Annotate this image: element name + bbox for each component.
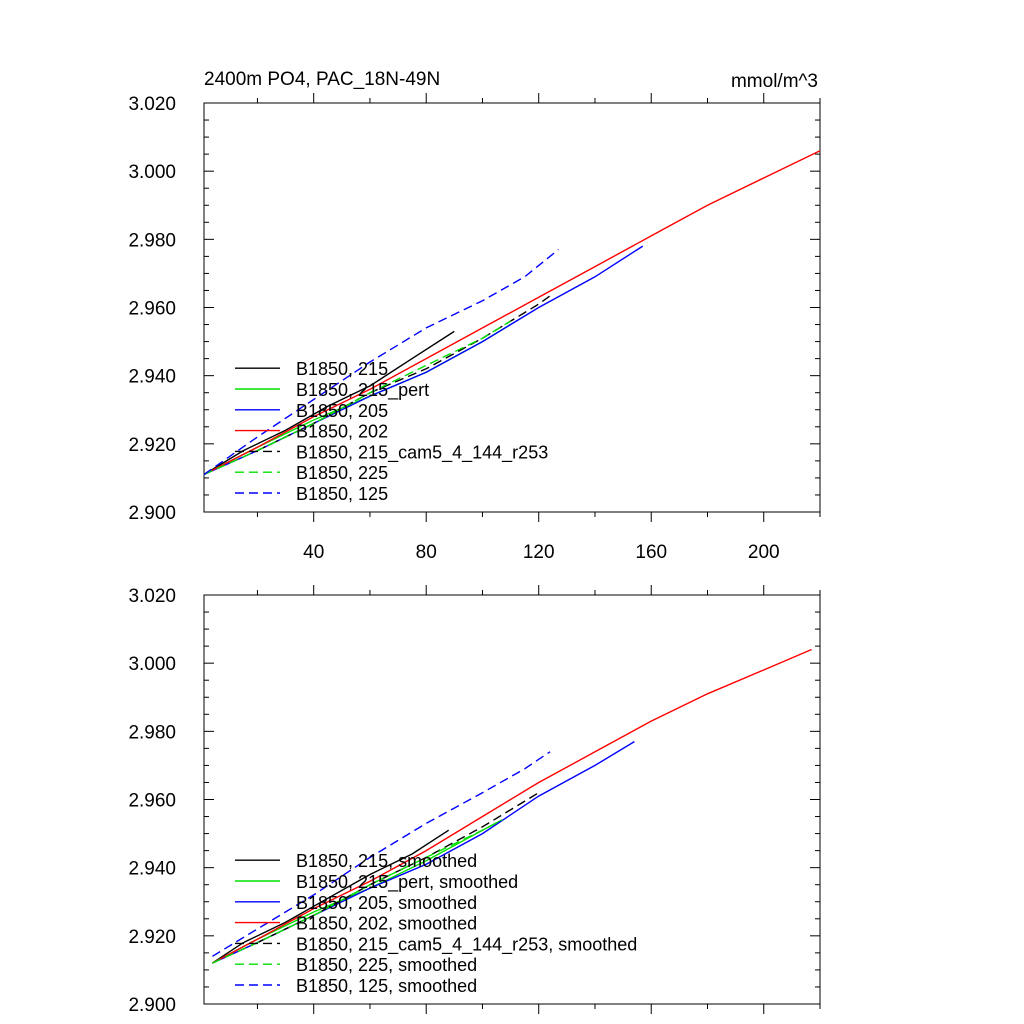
p0-series-line-3 xyxy=(203,150,821,476)
p1-ytick-label: 2.920 xyxy=(128,927,176,948)
p1-ytick-label: 2.960 xyxy=(128,791,176,812)
bottom-panel: 2.900 2.920 2.940 2.960 2.980 3.000 3.020 B185… xyxy=(128,585,821,1016)
p1-legend-label-6: B1850, 125, smoothed xyxy=(296,976,477,996)
p0-series-line-0 xyxy=(203,330,455,476)
p0-series-line-5 xyxy=(203,320,511,476)
p1-legend-label-0: B1850, 215, smoothed xyxy=(296,851,477,871)
top-panel-units: mmol/m^3 xyxy=(731,71,818,92)
p1-series-line-0 xyxy=(212,829,450,964)
p1-legend-label-3: B1850, 202, smoothed xyxy=(296,914,477,934)
p0-ytick-label: 3.000 xyxy=(128,162,176,183)
p0-legend-label-0: B1850, 215 xyxy=(296,359,388,379)
p0-ytick-label: 2.920 xyxy=(128,435,176,456)
p1-series-line-3 xyxy=(212,648,812,964)
p0-ytick-label: 2.940 xyxy=(128,367,176,388)
p0-legend-label-4: B1850, 215_cam5_4_144_r253 xyxy=(296,442,548,463)
p0-legend-label-6: B1850, 125 xyxy=(296,484,388,504)
p0-xtick-label: 160 xyxy=(635,542,667,563)
bottom-panel-axes: 2.900 2.920 2.940 2.960 2.980 3.000 3.020 xyxy=(128,585,821,1016)
p1-ytick-label: 2.940 xyxy=(128,859,176,880)
p0-xtick-label: 80 xyxy=(416,542,437,563)
p0-ytick-label: 2.900 xyxy=(128,503,176,524)
top-panel-axes: 2.900 2.920 2.940 2.960 2.980 3.000 3.020 40 80 1… xyxy=(128,93,821,563)
p1-ytick-label: 2.980 xyxy=(128,722,176,743)
p1-legend-label-2: B1850, 205, smoothed xyxy=(296,893,477,913)
p0-xtick-label: 200 xyxy=(748,542,780,563)
p0-ytick-label: 3.020 xyxy=(128,94,176,115)
p0-series-line-4 xyxy=(257,293,554,452)
p1-legend-label-4: B1850, 215_cam5_4_144_r253, smoothed xyxy=(296,934,637,955)
p1-ytick-label: 3.000 xyxy=(128,654,176,675)
p0-xtick-label: 40 xyxy=(303,542,324,563)
top-panel-title: 2400m PO4, PAC_18N-49N xyxy=(204,69,440,90)
p1-series-line-5 xyxy=(212,819,503,964)
p0-legend-label-2: B1850, 205 xyxy=(296,401,388,421)
p0-legend-label-5: B1850, 225 xyxy=(296,463,388,483)
top-panel: 2400m PO4, PAC_18N-49N mmol/m^3 2.9002.9… xyxy=(128,69,821,563)
p1-legend-label-5: B1850, 225, smoothed xyxy=(296,955,477,975)
p1-series-line-6 xyxy=(212,751,551,957)
p0-ytick-label: 2.980 xyxy=(128,230,176,251)
p0-ytick-label: 2.960 xyxy=(128,299,176,320)
p1-legend-label-1: B1850, 215_pert, smoothed xyxy=(296,872,518,893)
bottom-panel-series xyxy=(212,648,812,964)
p0-xtick-label: 120 xyxy=(523,542,555,563)
p1-ytick-label: 3.020 xyxy=(128,586,176,607)
p0-legend-label-1: B1850, 215_pert xyxy=(296,380,429,401)
p1-ytick-label: 2.900 xyxy=(128,995,176,1016)
p1-series-line-4 xyxy=(257,792,540,944)
p0-legend-label-3: B1850, 202 xyxy=(296,422,388,442)
